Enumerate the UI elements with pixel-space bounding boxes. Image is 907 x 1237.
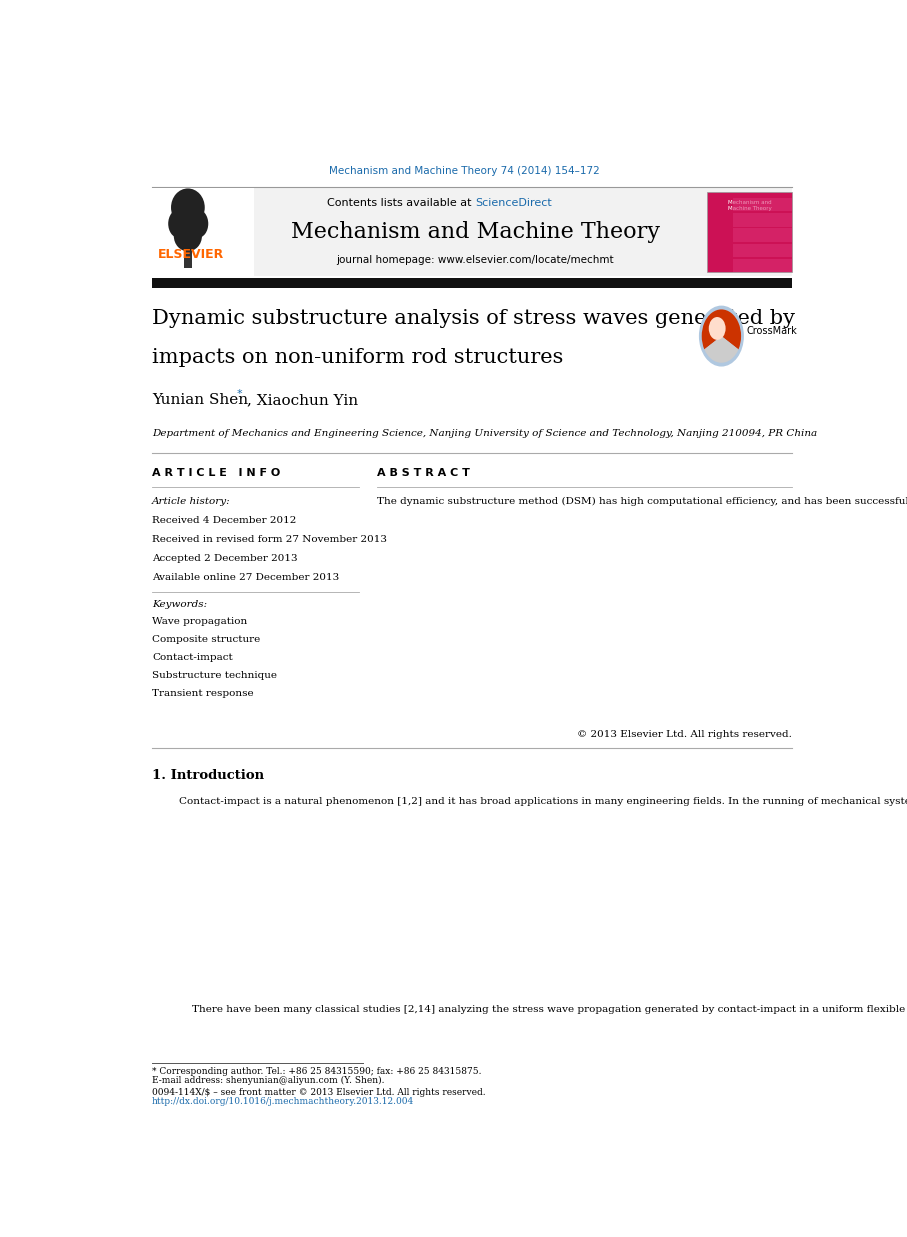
Text: Yunian Shen: Yunian Shen	[152, 393, 253, 407]
Bar	[152, 188, 254, 276]
Text: The dynamic substructure method (DSM) has high computational efficiency, and has: The dynamic substructure method (DSM) ha…	[377, 497, 907, 506]
Text: © 2013 Elsevier Ltd. All rights reserved.: © 2013 Elsevier Ltd. All rights reserved…	[577, 730, 792, 740]
Text: *: *	[237, 390, 242, 400]
Text: , Xiaochun Yin: , Xiaochun Yin	[247, 393, 358, 407]
Bar	[733, 229, 792, 241]
Text: Department of Mechanics and Engineering Science, Nanjing University of Science a: Department of Mechanics and Engineering …	[152, 429, 817, 438]
Text: Keywords:: Keywords:	[152, 600, 207, 609]
Text: Contact-impact: Contact-impact	[152, 653, 233, 662]
Text: E-mail address: shenyunian@aliyun.com (Y. Shen).: E-mail address: shenyunian@aliyun.com (Y…	[152, 1076, 385, 1085]
Text: Contents lists available at: Contents lists available at	[327, 198, 475, 208]
Bar	[707, 192, 792, 272]
Circle shape	[708, 317, 726, 340]
Text: Dynamic substructure analysis of stress waves generated by: Dynamic substructure analysis of stress …	[152, 309, 795, 328]
Text: impacts on non-uniform rod structures: impacts on non-uniform rod structures	[152, 348, 563, 366]
Text: Composite structure: Composite structure	[152, 635, 260, 644]
Wedge shape	[705, 336, 738, 362]
Text: ScienceDirect: ScienceDirect	[475, 198, 552, 208]
Text: Mechanism and
Machine Theory: Mechanism and Machine Theory	[727, 200, 771, 212]
Text: Received in revised form 27 November 2013: Received in revised form 27 November 201…	[152, 536, 387, 544]
Text: A R T I C L E   I N F O: A R T I C L E I N F O	[152, 469, 280, 479]
Text: Available online 27 December 2013: Available online 27 December 2013	[152, 573, 339, 583]
Text: There have been many classical studies [2,14] analyzing the stress wave propagat: There have been many classical studies […	[179, 1004, 907, 1014]
Text: ELSEVIER: ELSEVIER	[158, 247, 224, 261]
Text: A B S T R A C T: A B S T R A C T	[377, 469, 470, 479]
Ellipse shape	[171, 188, 205, 226]
Ellipse shape	[187, 209, 209, 238]
Text: journal homepage: www.elsevier.com/locate/mechmt: journal homepage: www.elsevier.com/locat…	[336, 255, 614, 265]
Bar	[733, 213, 792, 226]
Text: Mechanism and Machine Theory 74 (2014) 154–172: Mechanism and Machine Theory 74 (2014) 1…	[329, 166, 600, 176]
Text: Substructure technique: Substructure technique	[152, 672, 277, 680]
Bar	[152, 188, 792, 276]
Text: Article history:: Article history:	[152, 497, 230, 506]
Wedge shape	[702, 309, 741, 349]
Text: Received 4 December 2012: Received 4 December 2012	[152, 516, 297, 524]
Bar	[152, 278, 792, 288]
Bar	[733, 259, 792, 272]
Text: Contact-impact is a natural phenomenon [1,2] and it has broad applications in ma: Contact-impact is a natural phenomenon […	[179, 797, 907, 807]
Text: CrossMark: CrossMark	[746, 327, 797, 336]
Bar	[733, 198, 792, 212]
Circle shape	[699, 306, 744, 366]
Text: Accepted 2 December 2013: Accepted 2 December 2013	[152, 554, 297, 563]
Text: Wave propagation: Wave propagation	[152, 617, 248, 626]
Ellipse shape	[174, 221, 202, 251]
Text: http://dx.doi.org/10.1016/j.mechmachtheory.2013.12.004: http://dx.doi.org/10.1016/j.mechmachtheo…	[152, 1097, 414, 1106]
Bar	[733, 244, 792, 257]
Text: Transient response: Transient response	[152, 689, 254, 699]
Text: * Corresponding author. Tel.: +86 25 84315590; fax: +86 25 84315875.: * Corresponding author. Tel.: +86 25 843…	[152, 1066, 482, 1076]
Text: 1. Introduction: 1. Introduction	[152, 768, 264, 782]
Text: 0094-114X/$ – see front matter © 2013 Elsevier Ltd. All rights reserved.: 0094-114X/$ – see front matter © 2013 El…	[152, 1087, 485, 1096]
Ellipse shape	[168, 209, 190, 238]
Text: Mechanism and Machine Theory: Mechanism and Machine Theory	[291, 221, 660, 242]
Bar	[183, 251, 192, 268]
